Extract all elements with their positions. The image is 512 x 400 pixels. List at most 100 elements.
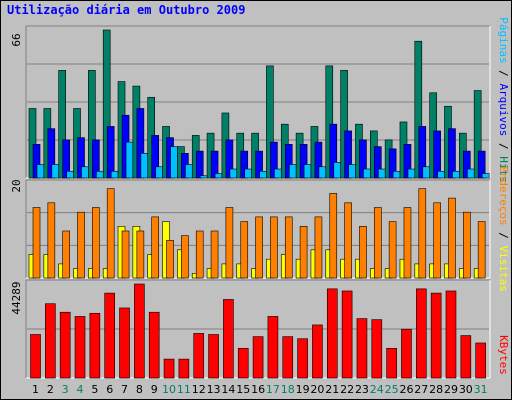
hits-bar-6 [102,29,111,179]
sites-bar-27 [418,188,427,279]
pages-bar-12 [199,175,208,179]
sites-bar-17 [270,216,278,279]
legend-kbytes: KBytes [497,335,510,375]
x-tick-label: 5 [91,383,98,396]
files-bar-24 [373,146,382,179]
kbytes-bar-21 [326,288,338,379]
x-tick-label: 26 [399,383,413,396]
files-bar-25 [388,148,397,179]
sites-bar-13 [210,230,219,279]
kbytes-bar-15 [237,347,249,379]
files-bar-26 [403,144,412,179]
kbytes-bar-14 [223,299,234,379]
pages-bar-25 [392,170,401,179]
kbytes-bar-16 [252,336,264,379]
files-bar-5 [92,139,100,179]
pages-bar-17 [274,168,282,179]
pages-bar-11 [185,164,193,179]
kbytes-bar-27 [416,288,427,379]
pages-bar-22 [348,164,356,179]
pages-bar-3 [66,170,74,179]
pages-bar-1 [36,164,45,179]
sites-bar-31 [477,221,486,279]
pages-bar-4 [81,166,89,179]
files-bar-23 [359,139,367,179]
pages-bar-29 [452,170,460,179]
kbytes-bar-25 [386,347,397,379]
kbytes-bar-17 [267,316,279,379]
x-tick-label: 21 [325,383,339,396]
x-tick-label: 10 [162,383,176,396]
sites-bar-30 [463,211,471,279]
x-tick-label: 4 [77,383,84,396]
kbytes-bar-10 [163,358,175,379]
files-bar-3 [62,139,70,179]
x-tick-label: 19 [296,383,310,396]
sites-bar-26 [403,207,412,279]
chart-title: Utilização diária em Outubro 2009 [7,3,246,17]
files-bar-6 [106,126,115,179]
sites-bar-9 [151,216,160,279]
x-tick-label: 14 [221,383,235,396]
x-tick-label: 15 [236,383,250,396]
hits-bar-21 [325,65,334,179]
hits-bar-5 [88,70,96,179]
legend-sites: Endereços [497,166,510,226]
files-bar-28 [433,130,441,179]
x-tick-label: 20 [310,383,324,396]
pages-bar-9 [155,166,164,179]
pages-bar-20 [318,166,327,179]
kbytes-bar-9 [148,311,160,379]
sites-bar-14 [225,207,234,279]
files-bar-18 [284,144,293,179]
hits-bar-27 [414,40,423,179]
kbytes-bar-22 [341,290,353,379]
sites-bar-5 [92,207,100,279]
pages-bar-10 [170,146,178,179]
kbytes-bar-6 [104,292,115,379]
legend-files: Arquivos [497,83,510,136]
files-bar-21 [329,123,338,179]
pages-bar-18 [288,164,297,179]
kbytes-bar-31 [475,342,486,379]
pages-bar-21 [333,162,342,179]
sites-bar-15 [240,221,249,279]
x-tick-label: 7 [121,383,128,396]
kbytes-bar-19 [297,338,308,379]
pages-bar-26 [407,168,416,179]
files-bar-4 [77,137,85,179]
files-bar-31 [477,150,486,179]
bars [28,29,490,379]
sites-bar-23 [359,226,367,279]
kbytes-bar-26 [401,328,412,379]
files-bar-12 [195,150,204,179]
kbytes-bar-2 [45,303,56,379]
pages-bar-6 [110,170,119,179]
sites-bar-20 [314,216,323,279]
hits-bar-17 [266,65,274,179]
pages-bar-31 [481,173,490,179]
x-tick-label: 1 [32,383,39,396]
sites-bar-18 [284,216,293,279]
files-bar-14 [225,139,234,179]
sites-bar-4 [77,211,85,279]
hits-bar-31 [473,90,482,179]
axis-labels: 66 20 44289 [10,33,23,314]
files-bar-17 [270,141,278,179]
kbytes-bar-23 [356,318,368,379]
x-tick-label: 22 [340,383,354,396]
x-tick-label: 13 [207,383,221,396]
x-tick-label: 9 [151,383,158,396]
x-tick-label: 16 [251,383,265,396]
x-tick-label: 24 [370,383,384,396]
sites-bar-28 [433,202,441,279]
kbytes-bar-3 [59,311,71,379]
hits-bar-22 [340,70,348,179]
kbytes-bar-24 [371,319,383,379]
pages-bar-27 [422,166,431,179]
sites-bar-8 [136,230,145,279]
y-max-label-kbytes: 44289 [10,281,23,314]
files-bar-22 [344,130,352,179]
files-bar-20 [314,141,323,179]
x-tick-label: 28 [429,383,443,396]
